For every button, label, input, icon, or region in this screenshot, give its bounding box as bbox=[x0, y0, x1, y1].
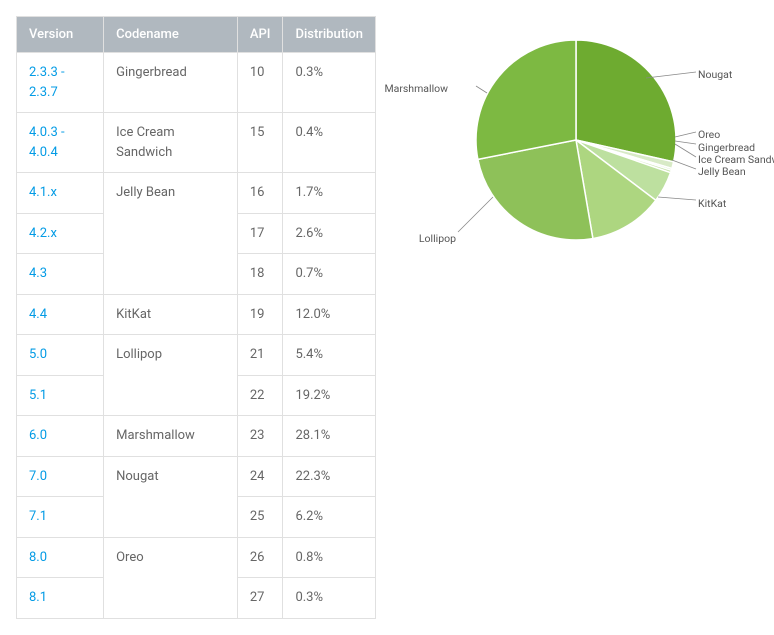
distribution-cell: 19.2% bbox=[283, 375, 376, 416]
leader-line bbox=[675, 141, 696, 144]
api-cell: 17 bbox=[237, 213, 283, 254]
codename-cell: Nougat bbox=[104, 456, 238, 537]
codename-cell: Gingerbread bbox=[104, 53, 238, 113]
codename-cell: Oreo bbox=[104, 537, 238, 618]
distribution-cell: 0.3% bbox=[283, 53, 376, 113]
chart-label: Marshmallow bbox=[384, 82, 448, 95]
api-cell: 15 bbox=[237, 113, 283, 173]
table-row: 6.0 Marshmallow2328.1% bbox=[17, 416, 376, 457]
table-container: Version Codename API Distribution 2.3.3 … bbox=[16, 16, 376, 619]
chart-label: Nougat bbox=[698, 68, 732, 81]
table-row: 7.0Nougat2422.3% bbox=[17, 456, 376, 497]
version-link[interactable]: 6.0 bbox=[29, 428, 47, 443]
col-version: Version bbox=[17, 17, 104, 53]
api-cell: 25 bbox=[237, 497, 283, 538]
version-link[interactable]: 5.0 bbox=[29, 347, 47, 362]
version-link[interactable]: 4.0.3 - 4.0.4 bbox=[29, 125, 65, 160]
codename-cell: KitKat bbox=[104, 294, 238, 335]
version-link[interactable]: 7.0 bbox=[29, 469, 47, 484]
distribution-cell: 5.4% bbox=[283, 335, 376, 376]
distribution-cell: 22.3% bbox=[283, 456, 376, 497]
api-cell: 18 bbox=[237, 254, 283, 295]
distribution-cell: 0.7% bbox=[283, 254, 376, 295]
table-row: 2.3.3 - 2.3.7 Gingerbread100.3% bbox=[17, 53, 376, 113]
distribution-cell: 2.6% bbox=[283, 213, 376, 254]
api-cell: 24 bbox=[237, 456, 283, 497]
api-cell: 22 bbox=[237, 375, 283, 416]
col-api: API bbox=[237, 17, 283, 53]
api-cell: 26 bbox=[237, 537, 283, 578]
distribution-cell: 12.0% bbox=[283, 294, 376, 335]
leader-line bbox=[658, 197, 696, 200]
distribution-cell: 0.8% bbox=[283, 537, 376, 578]
chart-label: Lollipop bbox=[419, 232, 456, 245]
table-row: 8.0Oreo260.8% bbox=[17, 537, 376, 578]
version-link[interactable]: 4.1.x bbox=[29, 185, 57, 200]
col-codename: Codename bbox=[104, 17, 238, 53]
api-cell: 10 bbox=[237, 53, 283, 113]
api-cell: 27 bbox=[237, 578, 283, 619]
codename-cell: Ice Cream Sandwich bbox=[104, 113, 238, 173]
api-cell: 21 bbox=[237, 335, 283, 376]
leader-line bbox=[476, 86, 487, 93]
distribution-cell: 1.7% bbox=[283, 173, 376, 214]
table-row: 5.0Lollipop215.4% bbox=[17, 335, 376, 376]
table-row: 4.1.xJelly Bean161.7% bbox=[17, 173, 376, 214]
pie-slice bbox=[476, 40, 576, 159]
version-link[interactable]: 5.1 bbox=[29, 388, 47, 403]
version-link[interactable]: 7.1 bbox=[29, 509, 47, 524]
chart-label: Jelly Bean bbox=[698, 165, 746, 178]
version-link[interactable]: 8.1 bbox=[29, 590, 47, 605]
distribution-cell: 6.2% bbox=[283, 497, 376, 538]
codename-cell: Marshmallow bbox=[104, 416, 238, 457]
api-cell: 16 bbox=[237, 173, 283, 214]
codename-cell: Lollipop bbox=[104, 335, 238, 416]
leader-line bbox=[675, 132, 696, 137]
leader-line bbox=[646, 72, 696, 78]
version-link[interactable]: 8.0 bbox=[29, 550, 47, 565]
chart-label: Oreo bbox=[698, 128, 720, 141]
leader-line bbox=[672, 160, 696, 169]
version-link[interactable]: 4.4 bbox=[29, 307, 47, 322]
version-link[interactable]: 4.3 bbox=[29, 266, 47, 281]
distribution-cell: 28.1% bbox=[283, 416, 376, 457]
version-link[interactable]: 2.3.3 - 2.3.7 bbox=[29, 65, 65, 100]
codename-cell: Jelly Bean bbox=[104, 173, 238, 295]
api-cell: 19 bbox=[237, 294, 283, 335]
distribution-table: Version Codename API Distribution 2.3.3 … bbox=[16, 16, 376, 619]
chart-label: KitKat bbox=[698, 197, 726, 210]
api-cell: 23 bbox=[237, 416, 283, 457]
leader-line bbox=[675, 144, 696, 157]
col-distribution: Distribution bbox=[283, 17, 376, 53]
table-row: 4.4 KitKat1912.0% bbox=[17, 294, 376, 335]
table-row: 4.0.3 - 4.0.4 Ice Cream Sandwich150.4% bbox=[17, 113, 376, 173]
version-link[interactable]: 4.2.x bbox=[29, 226, 57, 241]
distribution-pie-chart: NougatOreoGingerbreadIce Cream SandwichJ… bbox=[396, 16, 766, 260]
leader-line bbox=[458, 197, 493, 232]
distribution-cell: 0.4% bbox=[283, 113, 376, 173]
distribution-cell: 0.3% bbox=[283, 578, 376, 619]
